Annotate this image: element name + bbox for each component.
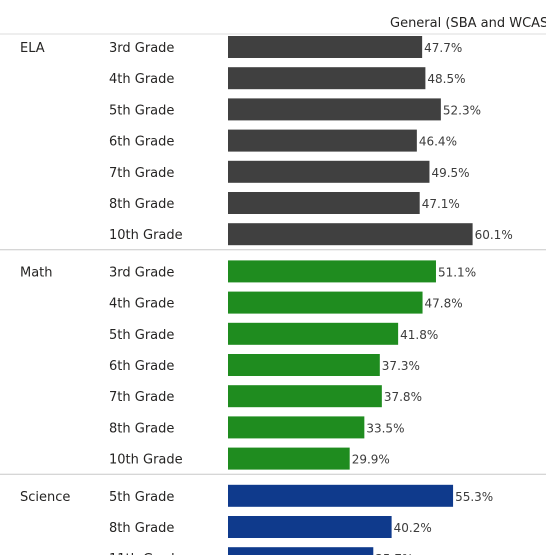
bar-math-3rd-grade — [228, 260, 436, 283]
value-label-ela-5th-grade: 52.3% — [443, 103, 481, 117]
category-label-science-11th-grade: 11th Grade — [109, 552, 183, 555]
bar-math-5th-grade — [228, 322, 399, 345]
group-label-math: Math — [20, 265, 53, 280]
value-label-math-4th-grade: 47.8% — [425, 297, 463, 311]
bar-ela-6th-grade — [228, 129, 417, 152]
value-label-ela-4th-grade: 48.5% — [427, 72, 465, 86]
bar-ela-8th-grade — [228, 192, 420, 214]
category-label-math-6th-grade: 6th Grade — [109, 359, 174, 374]
bar-science-5th-grade — [228, 484, 454, 507]
value-label-math-6th-grade: 37.3% — [382, 359, 420, 373]
category-label-science-5th-grade: 5th Grade — [109, 490, 174, 505]
category-label-ela-6th-grade: 6th Grade — [109, 135, 174, 150]
rows-layer: ELA 3rd Grade 47.7% 4th Grade 48.5% 5th Grade… — [0, 36, 546, 555]
bar-ela-3rd-grade — [228, 36, 423, 58]
category-label-math-7th-grade: 7th Grade — [109, 390, 174, 405]
value-label-science-11th-grade: 35.7% — [375, 552, 413, 555]
group-label-science: Science — [20, 490, 70, 505]
column-header: General (SBA and WCAS — [390, 16, 546, 31]
value-label-math-3rd-grade: 51.1% — [438, 265, 476, 279]
bar-ela-5th-grade — [228, 98, 441, 121]
value-label-ela-10th-grade: 60.1% — [475, 228, 513, 242]
value-label-science-5th-grade: 55.3% — [455, 490, 493, 504]
value-label-ela-3rd-grade: 47.7% — [424, 41, 462, 55]
bar-math-10th-grade — [228, 447, 350, 470]
value-label-ela-8th-grade: 47.1% — [422, 197, 460, 211]
category-label-ela-5th-grade: 5th Grade — [109, 103, 174, 118]
value-label-math-5th-grade: 41.8% — [400, 328, 438, 342]
category-label-math-5th-grade: 5th Grade — [109, 328, 174, 343]
bar-math-8th-grade — [228, 416, 365, 439]
value-label-math-10th-grade: 29.9% — [352, 453, 390, 467]
bar-science-8th-grade — [228, 516, 392, 538]
bar-ela-10th-grade — [228, 223, 473, 246]
category-label-ela-7th-grade: 7th Grade — [109, 166, 174, 181]
value-label-math-7th-grade: 37.8% — [384, 390, 422, 404]
category-label-math-3rd-grade: 3rd Grade — [109, 265, 174, 280]
bar-science-11th-grade — [228, 547, 374, 555]
bar-math-4th-grade — [228, 291, 423, 314]
category-label-ela-8th-grade: 8th Grade — [109, 197, 174, 212]
value-label-ela-7th-grade: 49.5% — [431, 166, 469, 180]
category-label-ela-4th-grade: 4th Grade — [109, 72, 174, 87]
category-label-math-4th-grade: 4th Grade — [109, 297, 174, 312]
bar-ela-7th-grade — [228, 160, 430, 183]
bar-ela-4th-grade — [228, 67, 426, 90]
category-label-math-10th-grade: 10th Grade — [109, 453, 183, 468]
category-label-ela-3rd-grade: 3rd Grade — [109, 41, 174, 56]
bar-math-7th-grade — [228, 385, 382, 408]
value-label-ela-6th-grade: 46.4% — [419, 135, 457, 149]
category-label-science-8th-grade: 8th Grade — [109, 521, 174, 536]
value-label-math-8th-grade: 33.5% — [366, 421, 404, 435]
category-label-math-8th-grade: 8th Grade — [109, 421, 174, 436]
bar-math-6th-grade — [228, 354, 380, 376]
category-label-ela-10th-grade: 10th Grade — [109, 228, 183, 243]
value-label-science-8th-grade: 40.2% — [394, 521, 432, 535]
group-label-ela: ELA — [20, 41, 45, 56]
